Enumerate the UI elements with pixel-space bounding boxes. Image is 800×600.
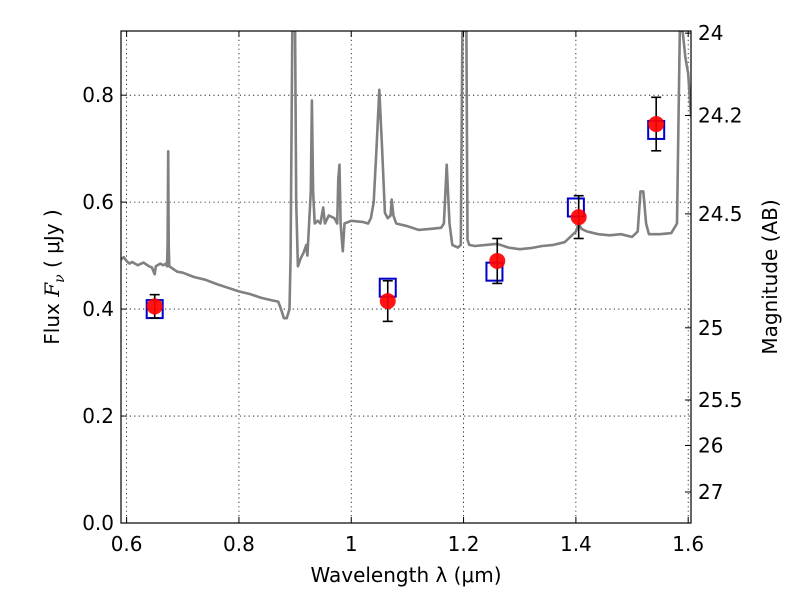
model-spectrum-line bbox=[121, 31, 691, 320]
right-tick-label: 26 bbox=[698, 433, 723, 457]
y-tick-label: 0.6 bbox=[82, 190, 114, 214]
right-axis-label: Magnitude (AB) bbox=[758, 199, 782, 354]
axis-ticks: 0.6 0.8 1 1.2 1.4 1.6 0.0 0.2 0.4 0.6 0.8 24 24.2 24.… bbox=[82, 21, 742, 556]
y-tick-label: 0.2 bbox=[82, 404, 114, 428]
y-tick-label: 0.4 bbox=[82, 297, 114, 321]
x-tick-label: 0.6 bbox=[111, 532, 143, 556]
right-tick-label: 24.2 bbox=[698, 103, 743, 127]
right-tick-label: 27 bbox=[698, 480, 723, 504]
observed-flux-point bbox=[648, 116, 665, 133]
right-tick-label: 24.5 bbox=[698, 202, 743, 226]
observed-flux-point bbox=[146, 298, 163, 315]
observed-flux-point bbox=[489, 252, 506, 269]
x-tick-label: 1.4 bbox=[560, 532, 592, 556]
observed-flux-point bbox=[570, 209, 587, 226]
observed-flux-point bbox=[379, 293, 396, 310]
x-tick-label: 1.6 bbox=[672, 532, 704, 556]
right-tick-label: 25.5 bbox=[698, 388, 743, 412]
right-tick-label: 25 bbox=[698, 316, 723, 340]
right-tick-label: 24 bbox=[698, 21, 723, 45]
x-tick-label: 0.8 bbox=[223, 532, 255, 556]
y-tick-label: 0.0 bbox=[82, 511, 114, 535]
y-tick-label: 0.8 bbox=[82, 83, 114, 107]
grid-lines bbox=[121, 31, 691, 524]
x-tick-label: 1 bbox=[345, 532, 358, 556]
plot-area bbox=[121, 31, 691, 323]
axes-frame bbox=[120, 30, 692, 524]
y-axis-label: Flux Fν ( μJy ) bbox=[40, 209, 68, 344]
x-axis-label: Wavelength λ (μm) bbox=[310, 563, 501, 587]
x-tick-label: 1.2 bbox=[448, 532, 480, 556]
